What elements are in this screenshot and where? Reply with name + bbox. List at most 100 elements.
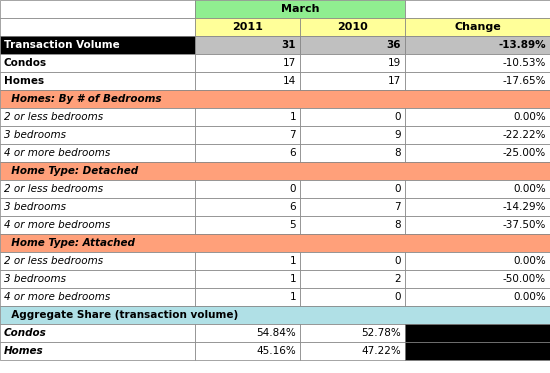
Text: -50.00%: -50.00% bbox=[503, 274, 546, 284]
Bar bbox=[0, 180, 195, 198]
Text: Homes: By # of Bedrooms: Homes: By # of Bedrooms bbox=[4, 94, 162, 104]
Text: Condos: Condos bbox=[4, 328, 47, 338]
Bar bbox=[300, 252, 405, 270]
Bar bbox=[405, 198, 550, 216]
Text: 19: 19 bbox=[388, 58, 401, 68]
Text: 7: 7 bbox=[394, 202, 401, 212]
Text: 7: 7 bbox=[289, 130, 296, 140]
Text: -37.50%: -37.50% bbox=[503, 220, 546, 230]
Bar bbox=[0, 306, 550, 324]
Text: 0.00%: 0.00% bbox=[513, 292, 546, 302]
Text: 2 or less bedrooms: 2 or less bedrooms bbox=[4, 112, 103, 122]
Bar bbox=[405, 144, 550, 162]
Text: 31: 31 bbox=[282, 40, 296, 50]
Text: 2010: 2010 bbox=[337, 22, 368, 32]
Text: Change: Change bbox=[454, 22, 501, 32]
Text: -17.65%: -17.65% bbox=[503, 76, 546, 86]
Bar bbox=[195, 0, 405, 18]
Text: Condos: Condos bbox=[4, 58, 47, 68]
Bar bbox=[405, 180, 550, 198]
Bar bbox=[195, 180, 300, 198]
Bar bbox=[0, 54, 195, 72]
Bar bbox=[195, 36, 300, 54]
Bar bbox=[405, 288, 550, 306]
Bar bbox=[405, 108, 550, 126]
Text: 8: 8 bbox=[394, 220, 401, 230]
Bar bbox=[300, 108, 405, 126]
Text: 0.00%: 0.00% bbox=[513, 256, 546, 266]
Bar bbox=[195, 342, 300, 360]
Bar bbox=[195, 288, 300, 306]
Text: 8: 8 bbox=[394, 148, 401, 158]
Bar bbox=[0, 162, 550, 180]
Text: 47.22%: 47.22% bbox=[361, 346, 401, 356]
Bar bbox=[300, 324, 405, 342]
Text: 54.84%: 54.84% bbox=[256, 328, 296, 338]
Bar bbox=[0, 324, 195, 342]
Text: 36: 36 bbox=[387, 40, 401, 50]
Text: 17: 17 bbox=[283, 58, 296, 68]
Bar bbox=[405, 54, 550, 72]
Bar bbox=[0, 288, 195, 306]
Bar bbox=[405, 216, 550, 234]
Text: -13.89%: -13.89% bbox=[498, 40, 546, 50]
Bar bbox=[300, 36, 405, 54]
Text: 9: 9 bbox=[394, 130, 401, 140]
Bar bbox=[405, 126, 550, 144]
Text: -25.00%: -25.00% bbox=[503, 148, 546, 158]
Bar bbox=[0, 198, 195, 216]
Text: 4 or more bedrooms: 4 or more bedrooms bbox=[4, 220, 110, 230]
Bar bbox=[0, 252, 195, 270]
Text: 5: 5 bbox=[289, 220, 296, 230]
Bar bbox=[195, 72, 300, 90]
Text: 4 or more bedrooms: 4 or more bedrooms bbox=[4, 292, 110, 302]
Text: 52.78%: 52.78% bbox=[361, 328, 401, 338]
Text: 0.00%: 0.00% bbox=[513, 184, 546, 194]
Text: 4 or more bedrooms: 4 or more bedrooms bbox=[4, 148, 110, 158]
Bar bbox=[300, 288, 405, 306]
Bar bbox=[195, 270, 300, 288]
Text: 2 or less bedrooms: 2 or less bedrooms bbox=[4, 184, 103, 194]
Text: 3 bedrooms: 3 bedrooms bbox=[4, 274, 66, 284]
Bar bbox=[0, 18, 195, 36]
Text: 6: 6 bbox=[289, 148, 296, 158]
Bar bbox=[405, 324, 550, 342]
Text: -22.22%: -22.22% bbox=[503, 130, 546, 140]
Text: 1: 1 bbox=[289, 256, 296, 266]
Text: March: March bbox=[280, 4, 319, 14]
Bar bbox=[0, 342, 195, 360]
Text: 0: 0 bbox=[394, 184, 401, 194]
Bar bbox=[0, 0, 195, 18]
Bar bbox=[0, 144, 195, 162]
Bar bbox=[0, 72, 195, 90]
Bar bbox=[405, 18, 550, 36]
Text: Transaction Volume: Transaction Volume bbox=[4, 40, 120, 50]
Bar bbox=[195, 216, 300, 234]
Bar bbox=[0, 108, 195, 126]
Text: 6: 6 bbox=[289, 202, 296, 212]
Bar bbox=[195, 144, 300, 162]
Text: 45.16%: 45.16% bbox=[256, 346, 296, 356]
Bar bbox=[195, 252, 300, 270]
Bar bbox=[0, 126, 195, 144]
Bar bbox=[300, 18, 405, 36]
Bar bbox=[0, 36, 195, 54]
Bar bbox=[405, 252, 550, 270]
Bar bbox=[195, 126, 300, 144]
Bar bbox=[195, 54, 300, 72]
Bar bbox=[195, 108, 300, 126]
Text: 14: 14 bbox=[283, 76, 296, 86]
Bar bbox=[300, 126, 405, 144]
Bar bbox=[405, 36, 550, 54]
Text: 0.00%: 0.00% bbox=[513, 112, 546, 122]
Text: 1: 1 bbox=[289, 292, 296, 302]
Text: Homes: Homes bbox=[4, 346, 43, 356]
Bar bbox=[300, 180, 405, 198]
Text: 2011: 2011 bbox=[232, 22, 263, 32]
Text: -10.53%: -10.53% bbox=[503, 58, 546, 68]
Bar bbox=[300, 270, 405, 288]
Text: 3 bedrooms: 3 bedrooms bbox=[4, 202, 66, 212]
Bar bbox=[405, 72, 550, 90]
Text: 0: 0 bbox=[394, 112, 401, 122]
Text: Homes: Homes bbox=[4, 76, 44, 86]
